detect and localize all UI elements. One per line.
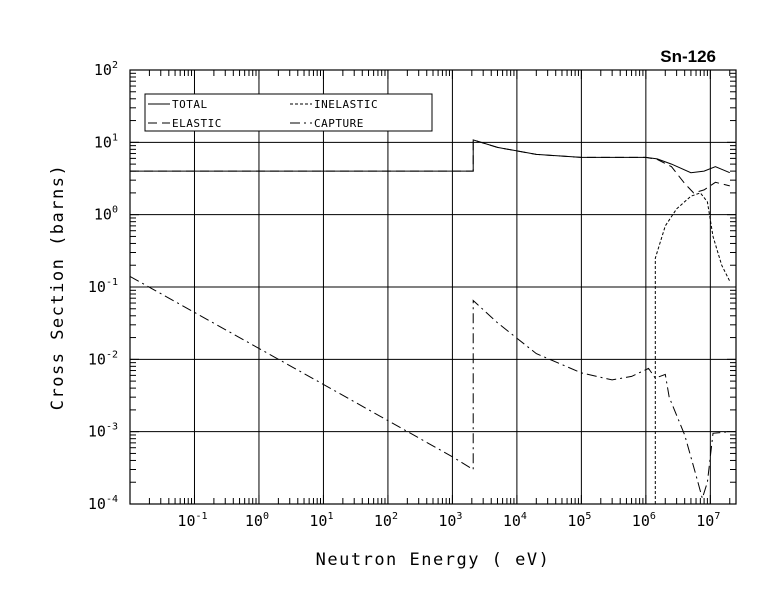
- series-elastic-line: [130, 139, 730, 194]
- grid-lines: [130, 69, 736, 505]
- legend-label-inelastic: INELASTIC: [314, 98, 378, 111]
- plot-frame: [129, 69, 737, 505]
- x-tick-label: 105: [567, 511, 591, 530]
- series-inelastic-line: [654, 192, 731, 504]
- x-tick-label: 103: [438, 511, 462, 530]
- chart-title: Sn-126: [660, 47, 716, 66]
- y-tick-label: 10-4: [88, 494, 118, 513]
- legend-label-total: TOTAL: [172, 98, 208, 111]
- x-axis-label: Neutron Energy ( eV): [316, 550, 551, 570]
- tick-marks: [129, 70, 736, 505]
- series-layer: [129, 139, 731, 504]
- x-tick-label: 104: [503, 511, 527, 530]
- y-tick-label: 101: [94, 132, 118, 151]
- x-tick-label: 101: [309, 511, 333, 530]
- y-tick-label: 10-2: [88, 349, 118, 368]
- x-tick-label: 100: [245, 511, 269, 530]
- y-tick-label: 100: [94, 205, 118, 224]
- y-tick-labels: 10-4 10-3 10-2 10-1 100 101 102: [88, 60, 118, 513]
- x-tick-label: 10-1: [177, 511, 207, 530]
- legend-label-elastic: ELASTIC: [172, 117, 222, 130]
- y-tick-label: 102: [94, 60, 118, 79]
- y-tick-label: 10-3: [88, 422, 118, 441]
- legend: TOTAL ELASTIC INELASTIC CAPTURE: [144, 93, 433, 132]
- legend-box: [144, 93, 433, 132]
- legend-label-capture: CAPTURE: [314, 117, 364, 130]
- series-capture-line: [129, 275, 730, 501]
- series-total-line: [130, 139, 730, 174]
- y-axis-label: Cross Section (barns): [48, 164, 68, 410]
- y-tick-label: 10-1: [88, 277, 118, 296]
- x-tick-labels: 10-1 100 101 102 103 104 105 106 107: [177, 511, 720, 530]
- x-tick-label: 102: [374, 511, 398, 530]
- x-tick-label: 106: [632, 511, 656, 530]
- x-tick-label: 107: [696, 511, 720, 530]
